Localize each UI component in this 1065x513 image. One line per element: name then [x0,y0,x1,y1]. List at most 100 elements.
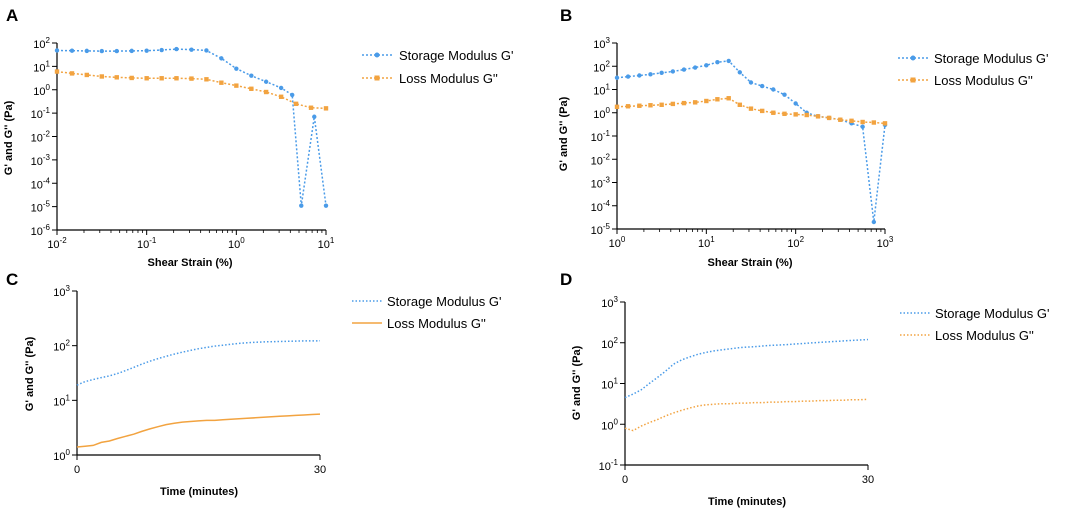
x-axis-title-b: Shear Strain (%) [708,257,793,269]
point-storage-b-15 [782,92,787,97]
y-tick-label-c-3-base: 10 [53,451,65,463]
x-axis-title-c: Time (minutes) [160,486,238,498]
y-tick-label-b-8-base: 10 [591,225,603,237]
legend-marker-loss-a [374,75,380,81]
y-tick-label-a-6-base: 10 [31,179,43,191]
point-loss-b-12 [748,106,754,111]
x-tick-label-b-3-exp: 3 [889,235,894,244]
y-tick-label-a-7-exp: -5 [43,200,51,209]
series-line-storage-a [56,48,327,206]
x-tick-label-d-1: 30 [862,474,874,486]
x-tick-label-a-2-exp: 0 [240,236,245,245]
x-tick-label-b-1-exp: 1 [710,235,715,244]
y-tick-label-a-3: 10-1 [31,106,51,121]
y-tick-label-b-0-exp: 3 [606,36,611,45]
point-loss-b-23 [871,120,877,125]
y-tick-label-c-0: 103 [53,284,70,299]
point-loss-a-16 [293,101,299,107]
series-line-loss-c [76,413,321,448]
legend-label-loss-a: Loss Modulus G'' [399,71,498,86]
y-tick-label-b-3: 100 [593,106,610,121]
point-storage-b-1 [625,74,631,79]
legend-item-loss-d: Loss Modulus G'' [900,328,1034,343]
x-tick-label-b-2-base: 10 [787,238,799,250]
y-tick-label-b-7-base: 10 [591,202,603,214]
y-tick-label-c-0-base: 10 [53,287,65,299]
point-storage-b-23 [871,219,877,225]
y-tick-label-d-1-base: 10 [601,339,613,351]
x-tick-label-b-1-base: 10 [698,238,710,250]
point-storage-a-13 [249,73,254,78]
y-tick-label-d-3-exp: 0 [614,417,619,426]
y-tick-label-a-5: 10-3 [31,153,51,168]
point-loss-b-14 [771,110,776,115]
x-tick-label-b-0-base: 10 [609,238,621,250]
point-loss-b-1 [625,104,631,109]
point-loss-a-10 [204,77,209,82]
y-tick-label-d-1: 102 [601,336,618,351]
legend-label-storage-d: Storage Modulus G' [935,306,1050,321]
panel-label-c: C [6,270,18,289]
y-tick-label-b-3-base: 10 [593,109,605,121]
point-loss-a-7 [159,76,164,81]
legend-b: Storage Modulus G' Loss Modulus G'' [898,51,1049,88]
y-tick-label-b-4-base: 10 [591,132,603,144]
point-loss-a-1 [69,71,75,76]
y-tick-label-d-0-base: 10 [601,298,613,310]
x-axis-title-a: Shear Strain (%) [148,257,233,269]
x-tick-label-b-3: 103 [877,235,894,250]
y-tick-label-a-2: 100 [33,83,50,98]
y-tick-label-b-2-exp: 1 [606,83,611,92]
y-tick-label-b-4: 10-1 [591,129,611,144]
legend-item-loss-c: Loss Modulus G'' [352,316,486,331]
x-tick-label-a-0-base: 10 [47,239,59,251]
x-tick-label-a-0-exp: -2 [60,236,68,245]
point-storage-a-2 [84,48,90,54]
point-storage-a-3 [99,48,105,54]
y-tick-label-a-4: 10-2 [31,130,51,145]
y-axis-title-b: G' and G'' (Pa) [558,96,570,171]
point-storage-b-5 [670,69,676,74]
y-tick-label-b-2-base: 10 [593,86,605,98]
legend-c: Storage Modulus G' Loss Modulus G'' [352,294,502,331]
point-loss-b-4 [659,102,664,107]
x-tick-label-b-3-base: 10 [877,238,889,250]
y-tick-label-a-4-exp: -2 [43,130,51,139]
y-tick-label-c-2: 101 [53,393,70,408]
x-tick-label-a-2: 100 [228,236,245,251]
point-storage-a-18 [312,114,317,119]
point-loss-b-20 [838,117,843,122]
point-storage-a-14 [263,79,269,84]
point-storage-a-9 [189,47,194,52]
legend-item-storage-c: Storage Modulus G' [352,294,502,309]
y-tick-label-b-1-base: 10 [593,62,605,74]
point-loss-a-9 [189,76,194,81]
point-loss-b-11 [737,102,743,107]
point-storage-a-8 [174,46,179,52]
point-storage-b-9 [715,59,720,65]
legend-label-storage-c: Storage Modulus G' [387,294,502,309]
point-loss-a-15 [278,94,284,99]
x-tick-label-b-2: 102 [787,235,804,250]
point-storage-a-19 [323,203,329,208]
x-tick-label-c-0: 0 [74,464,80,476]
point-storage-b-7 [692,65,698,70]
y-tick-label-d-3-base: 10 [601,420,613,432]
x-tick-label-c-1: 30 [314,464,326,476]
point-loss-b-16 [793,112,798,117]
point-loss-a-8 [174,76,179,81]
x-tick-label-a-2-base: 10 [228,239,240,251]
y-tick-label-a-1: 101 [33,59,50,74]
legend-marker-loss-b [910,77,916,83]
x-tick-label-a-1: 10-1 [137,236,157,251]
y-axis-title-c: G' and G'' (Pa) [24,336,36,411]
y-tick-label-d-0: 103 [601,295,618,310]
y-axis-title-a: G' and G'' (Pa) [3,100,15,175]
y-tick-label-d-4-base: 10 [599,461,611,473]
